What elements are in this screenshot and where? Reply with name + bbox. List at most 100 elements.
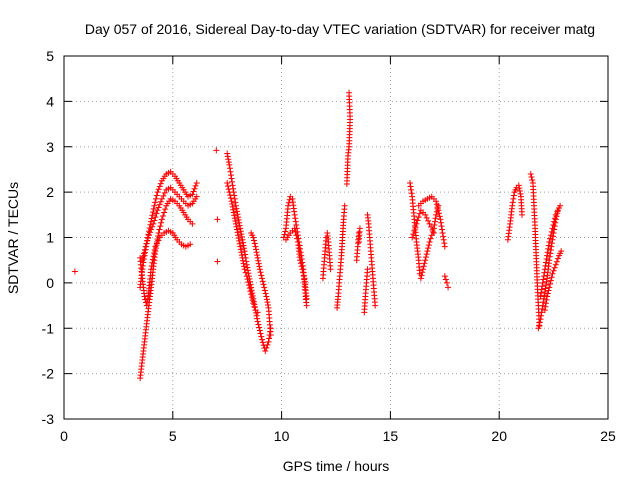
- data-point: [253, 246, 260, 253]
- data-point: [548, 274, 555, 281]
- data-point: [539, 302, 546, 309]
- data-point: [214, 216, 221, 223]
- data-point: [551, 215, 558, 222]
- data-point: [144, 299, 151, 306]
- data-point: [292, 218, 299, 225]
- data-point: [430, 229, 437, 236]
- data-point: [224, 183, 231, 190]
- data-point: [232, 199, 239, 206]
- data-point: [225, 159, 232, 166]
- data-point: [438, 223, 445, 230]
- data-point: [254, 309, 261, 316]
- data-point: [157, 198, 164, 205]
- data-point: [548, 228, 555, 235]
- data-point: [537, 316, 544, 323]
- data-point: [149, 212, 156, 219]
- data-point: [551, 264, 558, 271]
- data-point: [527, 170, 534, 177]
- data-point: [256, 324, 263, 331]
- data-point: [536, 322, 543, 329]
- data-point: [539, 283, 546, 290]
- data-point: [261, 287, 268, 294]
- data-point: [246, 285, 253, 292]
- data-point: [553, 258, 560, 265]
- data-point: [410, 231, 417, 238]
- data-point: [232, 218, 239, 225]
- data-point: [151, 202, 158, 209]
- data-point: [237, 225, 244, 232]
- data-point: [154, 207, 161, 214]
- data-point: [541, 307, 548, 314]
- data-point: [294, 235, 301, 242]
- data-point: [160, 192, 167, 199]
- data-point: [552, 211, 559, 218]
- data-point: [193, 193, 200, 200]
- y-tick-label: 0: [46, 275, 54, 291]
- data-point: [282, 228, 289, 235]
- data-point: [346, 89, 353, 96]
- data-point: [510, 192, 517, 199]
- data-point: [419, 269, 426, 276]
- data-point: [254, 318, 261, 325]
- data-point: [536, 319, 543, 326]
- data-point: [409, 234, 416, 241]
- data-point: [265, 301, 271, 308]
- data-point: [152, 195, 159, 202]
- data-point: [239, 236, 246, 243]
- data-point: [224, 153, 231, 160]
- data-point: [422, 254, 429, 261]
- data-point: [303, 295, 310, 302]
- data-point: [257, 330, 264, 337]
- data-point: [440, 236, 447, 243]
- data-point: [237, 246, 244, 253]
- data-point: [550, 267, 557, 274]
- data-point: [298, 263, 305, 270]
- x-tick-label: 0: [60, 428, 68, 444]
- data-point: [241, 248, 248, 255]
- data-point: [510, 195, 517, 202]
- data-point: [442, 276, 449, 283]
- data-point: [229, 201, 236, 208]
- data-point: [233, 223, 240, 230]
- data-point: [439, 229, 446, 236]
- data-point: [425, 242, 432, 249]
- data-point: [544, 252, 551, 259]
- data-point: [425, 245, 432, 252]
- data-point: [235, 235, 242, 242]
- data-point: [538, 309, 545, 316]
- data-point: [516, 185, 523, 192]
- data-point: [263, 344, 270, 351]
- data-point: [143, 302, 150, 309]
- data-point: [529, 177, 536, 184]
- data-point: [264, 299, 271, 306]
- data-point: [253, 249, 260, 256]
- data-point: [364, 266, 371, 273]
- data-point: [193, 180, 200, 187]
- data-point: [245, 282, 252, 289]
- data-point: [189, 191, 196, 198]
- data-point: [535, 325, 542, 332]
- data-point: [541, 266, 548, 273]
- data-point: [232, 220, 239, 227]
- data-point: [552, 261, 559, 268]
- data-point: [251, 304, 258, 311]
- y-tick-label: 2: [46, 184, 54, 200]
- chart-title: Day 057 of 2016, Sidereal Day-to-day VTE…: [85, 21, 595, 37]
- data-point: [436, 213, 443, 220]
- data-point: [355, 239, 362, 246]
- data-point: [425, 217, 432, 224]
- data-point: [286, 196, 293, 203]
- data-point: [142, 243, 149, 250]
- data-point: [238, 231, 245, 238]
- data-point: [238, 249, 245, 256]
- data-point: [414, 217, 421, 224]
- data-point: [543, 296, 550, 303]
- data-point: [238, 252, 245, 259]
- data-point: [247, 288, 254, 295]
- data-point: [428, 223, 435, 230]
- data-point: [540, 299, 547, 306]
- data-point: [546, 257, 553, 264]
- data-point: [241, 266, 248, 273]
- data-point: [426, 220, 433, 227]
